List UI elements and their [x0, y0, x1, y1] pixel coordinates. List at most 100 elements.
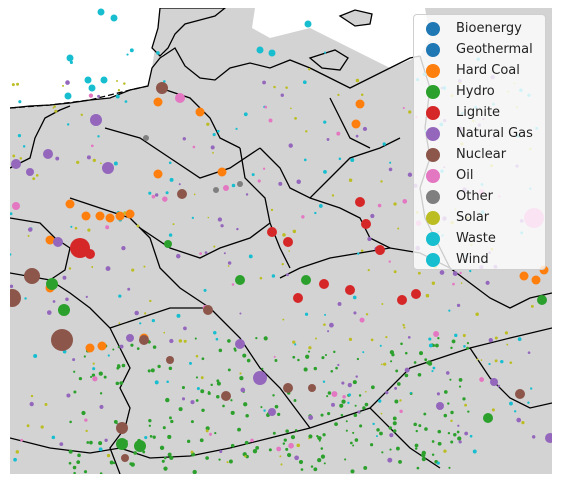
power-plant-marker — [458, 440, 462, 444]
power-plant-marker — [529, 387, 533, 390]
power-plant-marker — [104, 438, 108, 442]
power-plant-marker — [424, 358, 428, 362]
power-plant-marker — [331, 402, 335, 407]
power-plant-marker — [24, 268, 40, 284]
power-plant-marker — [279, 455, 282, 458]
power-plant-marker — [354, 438, 359, 442]
power-plant-marker — [19, 157, 23, 160]
power-plant-marker — [337, 302, 342, 306]
power-plant-marker — [292, 229, 297, 234]
power-plant-marker — [272, 431, 276, 435]
power-plant-marker — [194, 337, 197, 340]
power-plant-marker — [281, 262, 284, 266]
power-plant-marker — [292, 355, 296, 359]
power-plant-marker — [199, 438, 204, 443]
power-plant-marker — [383, 362, 387, 366]
power-plant-marker — [317, 457, 322, 463]
power-plant-marker — [83, 470, 88, 474]
power-plant-marker — [72, 358, 76, 362]
power-plant-marker — [381, 303, 384, 305]
power-plant-marker — [426, 361, 430, 365]
power-plant-marker — [397, 382, 401, 386]
power-plant-marker — [40, 425, 44, 429]
power-plant-marker — [445, 371, 450, 375]
power-plant-marker — [213, 331, 217, 335]
power-plant-marker — [359, 317, 365, 323]
power-plant-marker — [227, 261, 232, 265]
power-plants — [10, 8, 552, 474]
power-plant-marker — [278, 181, 283, 186]
power-plant-marker — [294, 343, 297, 346]
power-plant-marker — [400, 342, 403, 346]
power-plant-marker — [345, 420, 348, 423]
power-plant-marker — [277, 412, 281, 416]
power-plant-marker — [121, 245, 126, 251]
power-plant-marker — [201, 357, 205, 361]
power-plant-marker — [259, 276, 263, 280]
power-plant-marker — [123, 82, 126, 85]
power-plant-marker — [323, 120, 327, 124]
power-plant-marker — [448, 466, 451, 469]
power-plant-marker — [381, 451, 384, 454]
power-plant-marker — [458, 377, 463, 382]
power-plant-marker — [402, 323, 405, 327]
power-plant-marker — [352, 444, 355, 447]
power-plant-marker — [236, 227, 239, 231]
power-plant-marker — [33, 354, 38, 359]
power-plant-marker — [450, 410, 454, 415]
power-plant-marker — [90, 144, 94, 148]
power-plant-marker — [170, 419, 174, 424]
power-plant-marker — [519, 271, 529, 281]
power-plant-marker — [303, 367, 308, 372]
power-plant-marker — [245, 413, 249, 418]
legend-label: Other — [456, 189, 493, 204]
power-plant-marker — [252, 449, 258, 454]
power-plant-marker — [268, 408, 276, 416]
power-plant-marker — [497, 384, 501, 388]
legend-item: Nuclear — [414, 144, 545, 165]
power-plant-marker — [81, 211, 91, 221]
power-plant-marker — [143, 265, 146, 268]
power-plant-marker — [378, 399, 382, 403]
power-plant-marker — [345, 429, 348, 432]
power-plant-marker — [233, 347, 237, 351]
power-plant-marker — [431, 370, 434, 373]
power-plant-marker — [449, 378, 452, 381]
power-plant-marker — [395, 446, 400, 451]
power-plant-marker — [308, 437, 310, 440]
power-plant-marker — [195, 376, 199, 379]
power-plant-marker — [285, 429, 289, 433]
power-plant-marker — [119, 344, 124, 349]
power-plant-marker — [192, 145, 196, 149]
power-plant-marker — [11, 159, 21, 169]
power-plant-marker — [105, 266, 111, 272]
legend-label: Bioenergy — [456, 21, 522, 36]
power-plant-marker — [77, 453, 81, 458]
power-plant-marker — [363, 465, 368, 470]
power-plant-marker — [231, 283, 235, 286]
legend-item: Bioenergy — [414, 18, 545, 39]
power-plant-marker — [286, 273, 289, 277]
power-plant-marker — [337, 363, 340, 367]
power-plant-marker — [342, 394, 346, 399]
power-plant-marker — [92, 362, 95, 365]
power-plant-marker — [283, 237, 293, 247]
power-plant-marker — [205, 456, 209, 460]
legend-swatch — [426, 126, 440, 141]
power-plant-marker — [462, 397, 466, 401]
power-plant-marker — [273, 355, 276, 358]
power-plant-marker — [117, 345, 120, 349]
power-plant-marker — [307, 350, 311, 353]
power-plant-marker — [226, 461, 229, 464]
power-plant-marker — [423, 412, 427, 416]
power-plant-marker — [389, 448, 392, 451]
power-plant-marker — [388, 260, 391, 263]
power-plant-marker — [288, 442, 294, 449]
power-plant-marker — [54, 109, 58, 113]
power-plant-marker — [121, 363, 126, 368]
power-plant-marker — [17, 133, 22, 138]
power-plant-marker — [86, 441, 90, 444]
power-plant-marker — [292, 340, 296, 344]
power-plant-marker — [70, 225, 73, 228]
power-plant-marker — [92, 158, 96, 163]
